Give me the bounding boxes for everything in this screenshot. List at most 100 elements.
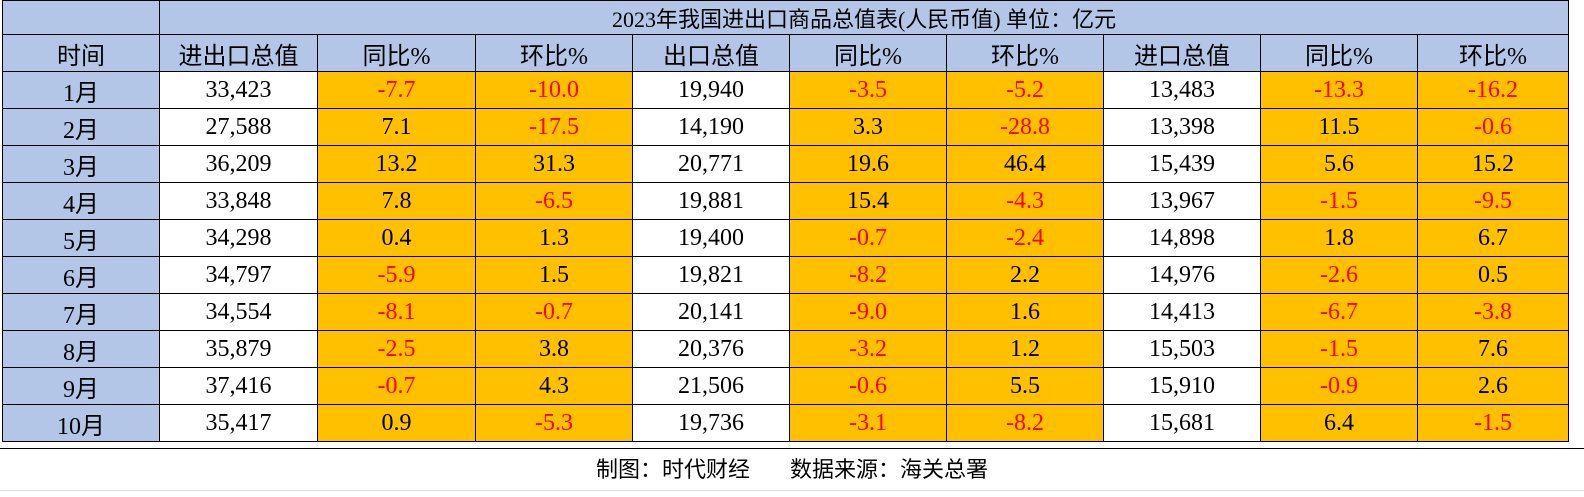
cell-import-mom[interactable]: -9.5 bbox=[1416, 182, 1570, 220]
column-header[interactable]: 时间 bbox=[2, 34, 160, 72]
cell-export[interactable]: 21,506 bbox=[632, 367, 790, 405]
cell-import[interactable]: 15,910 bbox=[1103, 367, 1261, 405]
cell-total-mom[interactable]: -6.5 bbox=[475, 182, 633, 220]
corner-cell[interactable] bbox=[2, 0, 160, 35]
cell-import[interactable]: 15,503 bbox=[1103, 330, 1261, 368]
cell-export-yoy[interactable]: -0.6 bbox=[789, 367, 947, 405]
cell-month[interactable]: 8月 bbox=[2, 330, 160, 368]
cell-total[interactable]: 35,417 bbox=[159, 404, 318, 442]
cell-export[interactable]: 19,881 bbox=[632, 182, 790, 220]
cell-export-yoy[interactable]: -8.2 bbox=[789, 256, 947, 294]
cell-import[interactable]: 14,413 bbox=[1103, 293, 1261, 331]
cell-total[interactable]: 35,879 bbox=[159, 330, 318, 368]
cell-month[interactable]: 3月 bbox=[2, 145, 160, 183]
cell-import-mom[interactable]: 6.7 bbox=[1416, 219, 1570, 257]
cell-total-yoy[interactable]: -8.1 bbox=[317, 293, 476, 331]
cell-total-mom[interactable]: -17.5 bbox=[475, 108, 633, 146]
cell-import-yoy[interactable]: -1.5 bbox=[1260, 182, 1418, 220]
cell-import-yoy[interactable]: -2.6 bbox=[1260, 256, 1418, 294]
cell-month[interactable]: 9月 bbox=[2, 367, 160, 405]
cell-total[interactable]: 36,209 bbox=[159, 145, 318, 183]
cell-total[interactable]: 33,848 bbox=[159, 182, 318, 220]
column-header[interactable]: 同比% bbox=[789, 34, 947, 72]
cell-import[interactable]: 14,976 bbox=[1103, 256, 1261, 294]
cell-import[interactable]: 13,967 bbox=[1103, 182, 1261, 220]
cell-import[interactable]: 15,439 bbox=[1103, 145, 1261, 183]
cell-total[interactable]: 37,416 bbox=[159, 367, 318, 405]
cell-total[interactable]: 34,298 bbox=[159, 219, 318, 257]
cell-total[interactable]: 27,588 bbox=[159, 108, 318, 146]
cell-total-mom[interactable]: 4.3 bbox=[475, 367, 633, 405]
cell-total-yoy[interactable]: 0.9 bbox=[317, 404, 476, 442]
column-header[interactable]: 环比% bbox=[1416, 34, 1570, 72]
cell-import-yoy[interactable]: -13.3 bbox=[1260, 71, 1418, 109]
cell-total-mom[interactable]: 3.8 bbox=[475, 330, 633, 368]
cell-total-yoy[interactable]: 7.8 bbox=[317, 182, 476, 220]
cell-export-yoy[interactable]: -3.5 bbox=[789, 71, 947, 109]
cell-export[interactable]: 20,141 bbox=[632, 293, 790, 331]
cell-total-yoy[interactable]: -2.5 bbox=[317, 330, 476, 368]
cell-export-mom[interactable]: 2.2 bbox=[946, 256, 1104, 294]
cell-total-mom[interactable]: -5.3 bbox=[475, 404, 633, 442]
cell-export-mom[interactable]: -5.2 bbox=[946, 71, 1104, 109]
cell-import[interactable]: 14,898 bbox=[1103, 219, 1261, 257]
cell-import[interactable]: 15,681 bbox=[1103, 404, 1261, 442]
cell-export-mom[interactable]: -8.2 bbox=[946, 404, 1104, 442]
cell-month[interactable]: 1月 bbox=[2, 71, 160, 109]
cell-export-yoy[interactable]: -3.1 bbox=[789, 404, 947, 442]
column-header[interactable]: 环比% bbox=[946, 34, 1104, 72]
cell-month[interactable]: 4月 bbox=[2, 182, 160, 220]
cell-total-mom[interactable]: -10.0 bbox=[475, 71, 633, 109]
cell-import-mom[interactable]: 2.6 bbox=[1416, 367, 1570, 405]
cell-export-yoy[interactable]: 19.6 bbox=[789, 145, 947, 183]
cell-export[interactable]: 19,821 bbox=[632, 256, 790, 294]
cell-export-mom[interactable]: 46.4 bbox=[946, 145, 1104, 183]
cell-total-yoy[interactable]: -0.7 bbox=[317, 367, 476, 405]
cell-import-yoy[interactable]: -0.9 bbox=[1260, 367, 1418, 405]
cell-export[interactable]: 19,400 bbox=[632, 219, 790, 257]
cell-export[interactable]: 20,376 bbox=[632, 330, 790, 368]
cell-export-yoy[interactable]: -3.2 bbox=[789, 330, 947, 368]
cell-export-yoy[interactable]: -0.7 bbox=[789, 219, 947, 257]
cell-total-mom[interactable]: 31.3 bbox=[475, 145, 633, 183]
column-header[interactable]: 环比% bbox=[475, 34, 633, 72]
cell-total-mom[interactable]: 1.3 bbox=[475, 219, 633, 257]
cell-month[interactable]: 10月 bbox=[2, 404, 160, 442]
cell-total[interactable]: 34,797 bbox=[159, 256, 318, 294]
cell-month[interactable]: 2月 bbox=[2, 108, 160, 146]
cell-total-yoy[interactable]: 7.1 bbox=[317, 108, 476, 146]
cell-import-mom[interactable]: 0.5 bbox=[1416, 256, 1570, 294]
cell-export[interactable]: 19,736 bbox=[632, 404, 790, 442]
cell-import[interactable]: 13,483 bbox=[1103, 71, 1261, 109]
cell-export-mom[interactable]: 5.5 bbox=[946, 367, 1104, 405]
cell-total[interactable]: 33,423 bbox=[159, 71, 318, 109]
cell-export-yoy[interactable]: -9.0 bbox=[789, 293, 947, 331]
cell-total[interactable]: 34,554 bbox=[159, 293, 318, 331]
cell-month[interactable]: 5月 bbox=[2, 219, 160, 257]
column-header[interactable]: 同比% bbox=[317, 34, 476, 72]
cell-export-yoy[interactable]: 15.4 bbox=[789, 182, 947, 220]
column-header[interactable]: 进口总值 bbox=[1103, 34, 1261, 72]
cell-total-yoy[interactable]: -5.9 bbox=[317, 256, 476, 294]
cell-import-yoy[interactable]: 6.4 bbox=[1260, 404, 1418, 442]
cell-total-yoy[interactable]: 13.2 bbox=[317, 145, 476, 183]
cell-total-yoy[interactable]: -7.7 bbox=[317, 71, 476, 109]
cell-export-mom[interactable]: 1.6 bbox=[946, 293, 1104, 331]
cell-export[interactable]: 14,190 bbox=[632, 108, 790, 146]
cell-import-mom[interactable]: 7.6 bbox=[1416, 330, 1570, 368]
cell-export-mom[interactable]: 1.2 bbox=[946, 330, 1104, 368]
cell-import-mom[interactable]: -0.6 bbox=[1416, 108, 1570, 146]
cell-total-mom[interactable]: -0.7 bbox=[475, 293, 633, 331]
cell-import-mom[interactable]: -3.8 bbox=[1416, 293, 1570, 331]
table-title[interactable]: 2023年我国进出口商品总值表(人民币值) 单位：亿元 bbox=[158, 0, 1570, 35]
cell-import-yoy[interactable]: 11.5 bbox=[1260, 108, 1418, 146]
cell-import-mom[interactable]: 15.2 bbox=[1416, 145, 1570, 183]
cell-import[interactable]: 13,398 bbox=[1103, 108, 1261, 146]
cell-total-mom[interactable]: 1.5 bbox=[475, 256, 633, 294]
cell-export-mom[interactable]: -4.3 bbox=[946, 182, 1104, 220]
cell-import-mom[interactable]: -16.2 bbox=[1416, 71, 1570, 109]
column-header[interactable]: 进出口总值 bbox=[159, 34, 318, 72]
cell-export[interactable]: 19,940 bbox=[632, 71, 790, 109]
cell-import-yoy[interactable]: 1.8 bbox=[1260, 219, 1418, 257]
cell-month[interactable]: 7月 bbox=[2, 293, 160, 331]
